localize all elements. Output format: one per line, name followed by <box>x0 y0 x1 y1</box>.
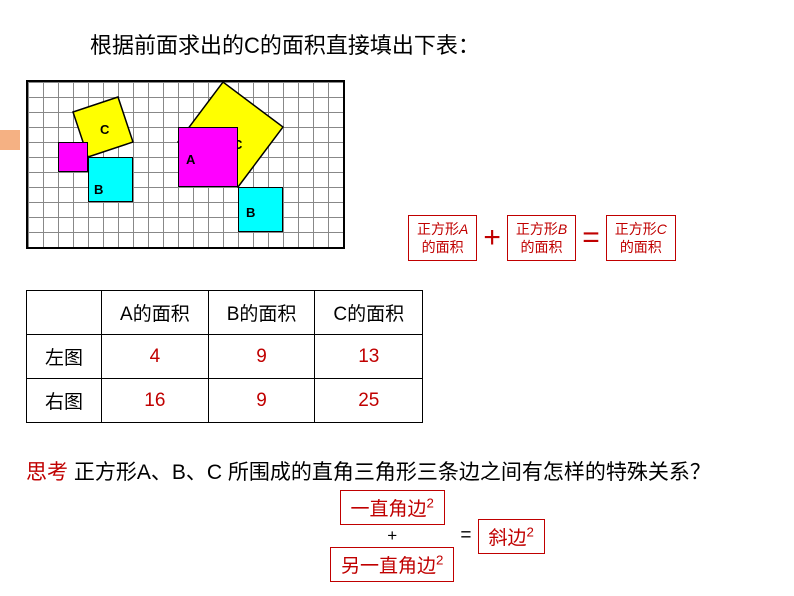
area-table: A的面积B的面积C的面积左图4913 右图16925 <box>26 290 423 423</box>
area-equation: 正方形A的面积+正方形B的面积=正方形C的面积 <box>408 215 676 261</box>
eq2-term: 一直角边2 <box>340 490 445 525</box>
shape-label-B: B <box>94 182 103 197</box>
grid-diagram: CBCAB <box>26 80 345 249</box>
eq-term: 正方形A的面积 <box>408 215 477 261</box>
eq-term: 正方形B的面积 <box>507 215 576 261</box>
think-text: 正方形A、B、C 所围成的直角三角形三条边之间有怎样的特殊关系？ <box>68 461 711 484</box>
eq2-term: 另一直角边2 <box>330 547 454 582</box>
page-title: 根据前面求出的C的面积直接填出下表： <box>90 28 480 60</box>
shape-label-C: C <box>100 122 109 137</box>
shape-label-A: A <box>186 152 195 167</box>
table-cell: 9 <box>208 335 315 379</box>
table-rowlabel: 右图 <box>27 379 102 423</box>
table-cell: 9 <box>208 379 315 423</box>
table-cell: 25 <box>315 379 423 423</box>
table-header: A的面积 <box>102 291 209 335</box>
table-cell: 4 <box>102 335 209 379</box>
eq-op: = <box>582 221 600 255</box>
table-cell: 16 <box>102 379 209 423</box>
shape-label-B: B <box>246 205 255 220</box>
think-label: 思考 <box>26 461 68 484</box>
table-header <box>27 291 102 335</box>
table-header: B的面积 <box>208 291 315 335</box>
table-rowlabel: 左图 <box>27 335 102 379</box>
eq2-plus: + <box>330 525 454 547</box>
pythagoras-equation: 一直角边2+另一直角边2=斜边2 <box>330 490 545 582</box>
eq-term: 正方形C的面积 <box>606 215 676 261</box>
table-cell: 13 <box>315 335 423 379</box>
eq2-equals: = <box>454 525 477 547</box>
table-header: C的面积 <box>315 291 423 335</box>
eq2-term: 斜边2 <box>478 519 545 554</box>
eq-op: + <box>483 221 501 255</box>
